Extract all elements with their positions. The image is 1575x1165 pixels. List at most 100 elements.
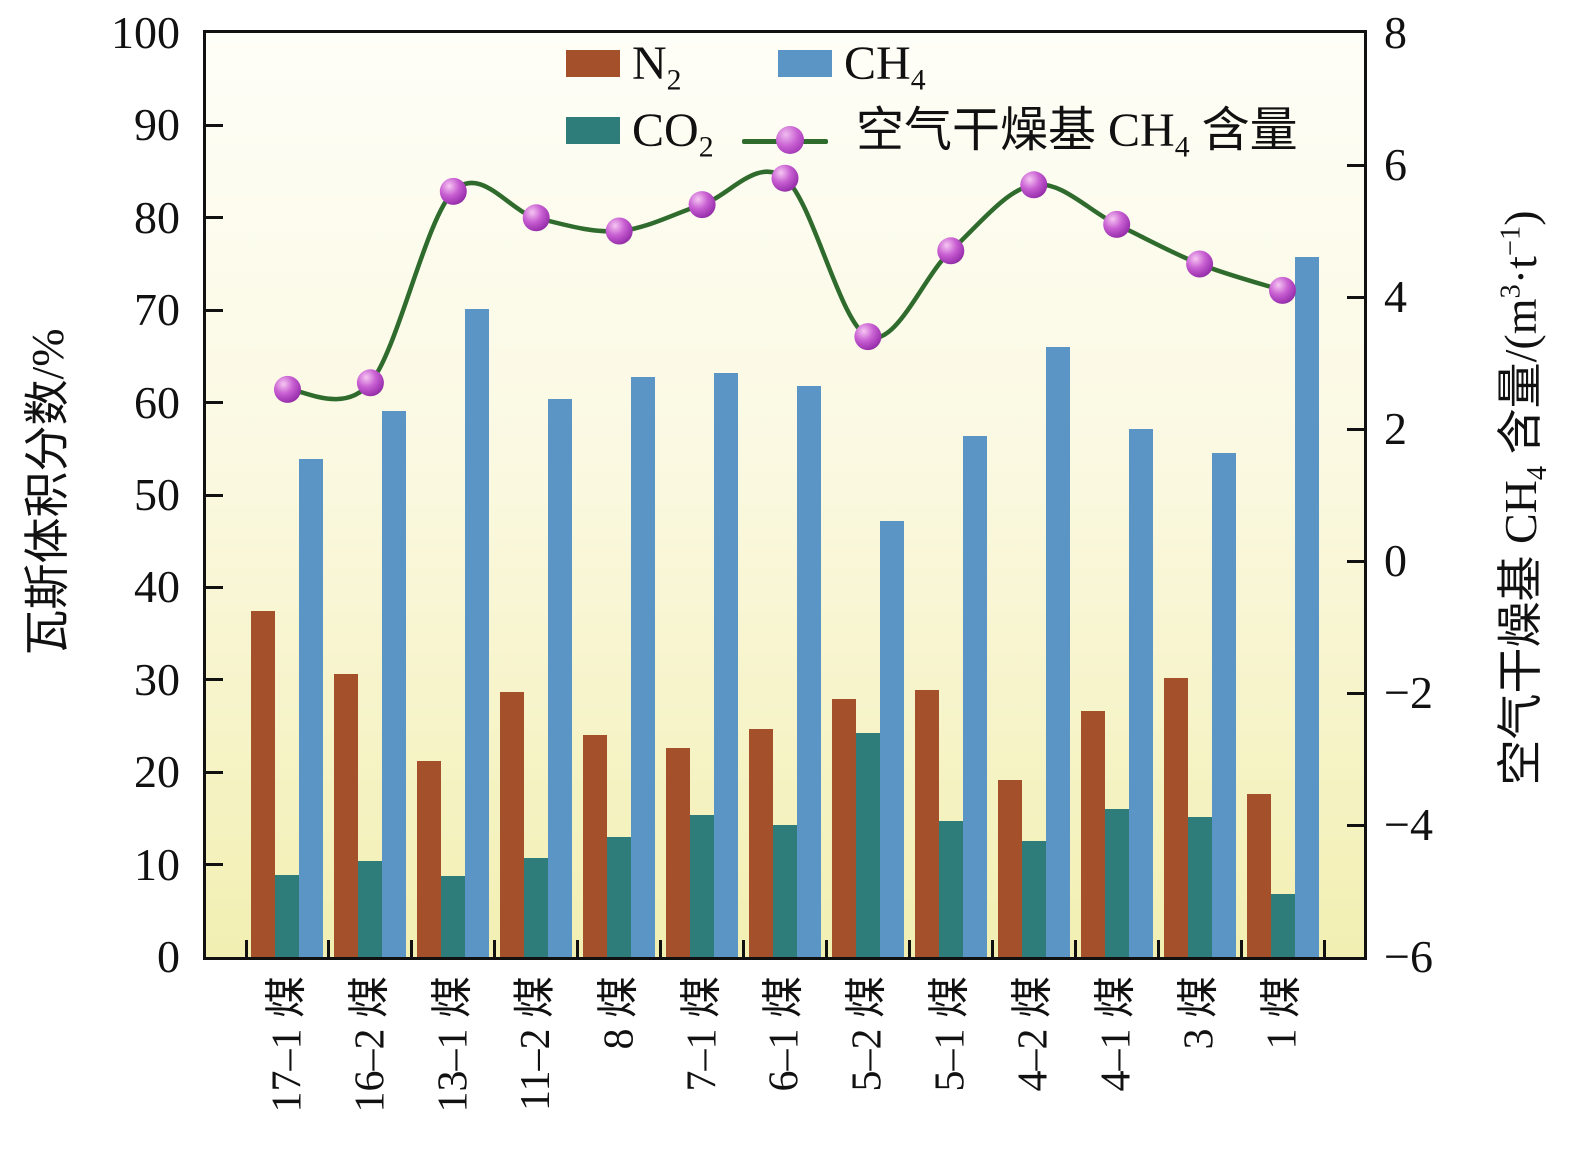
x-tick-mark — [1073, 940, 1077, 957]
right-tick-label-4: 4 — [1384, 271, 1407, 322]
x-tick-mark — [1239, 940, 1243, 957]
x-tick-mark — [244, 940, 248, 957]
bar-n2-5 — [583, 735, 608, 957]
text-segment: 空气干燥基 CH — [856, 104, 1175, 157]
legend-label-co2: CO2 — [632, 103, 714, 176]
right-axis-title: 空气干燥基 CH4 含量/(m3·t−1) — [1484, 210, 1554, 785]
bar-n2-10 — [997, 779, 1022, 957]
legend-label-n2: N2 — [632, 36, 682, 109]
right-tick-label-6: 6 — [1384, 139, 1407, 190]
line-marker-2 — [356, 369, 384, 397]
text-segment: ·t — [1494, 256, 1546, 285]
right-tick-label-−4: −4 — [1384, 799, 1433, 850]
bar-n2-6 — [666, 748, 691, 957]
bar-ch4-11 — [1128, 428, 1153, 957]
x-label-10: 4–2 煤 — [1010, 976, 1057, 1092]
right-tick-label-0: 0 — [1384, 535, 1407, 586]
x-tick-mark — [824, 940, 828, 957]
right-tick-label-−2: −2 — [1384, 667, 1433, 718]
x-label-11: 4–1 煤 — [1093, 976, 1140, 1092]
left-tick-label-100: 100 — [111, 7, 180, 58]
bar-co2-1 — [275, 874, 300, 957]
legend-swatch-ch4 — [778, 50, 832, 77]
text-segment: 3 — [1495, 284, 1527, 299]
line-marker-9 — [937, 237, 965, 265]
right-tick-mark — [1347, 823, 1364, 827]
bar-co2-3 — [441, 875, 466, 957]
right-tick-label-−6: −6 — [1384, 931, 1433, 982]
x-tick-mark — [327, 940, 331, 957]
x-label-1: 17–1 煤 — [264, 976, 311, 1113]
bar-n2-9 — [914, 690, 939, 957]
bar-co2-4 — [524, 858, 549, 957]
legend-label-line: 空气干燥基 CH4 含量 — [856, 103, 1298, 176]
right-tick-mark — [1347, 427, 1364, 431]
bar-co2-10 — [1021, 840, 1046, 957]
x-tick-mark — [493, 940, 497, 957]
bar-n2-11 — [1080, 711, 1105, 957]
left-tick-mark — [206, 493, 223, 497]
x-label-4: 11–2 煤 — [513, 976, 560, 1111]
text-segment: 4 — [1174, 130, 1190, 164]
bar-co2-12 — [1187, 816, 1212, 957]
line-series-path — [287, 169, 1284, 402]
bar-ch4-8 — [879, 520, 904, 957]
text-segment: ) — [1494, 210, 1546, 226]
line-marker-1 — [274, 375, 301, 403]
left-tick-label-90: 90 — [134, 99, 180, 151]
bar-ch4-12 — [1211, 452, 1236, 957]
x-tick-mark — [576, 940, 580, 957]
text-segment: 含量/(m — [1494, 298, 1546, 466]
bar-co2-11 — [1104, 809, 1129, 957]
legend-swatch-n2 — [566, 50, 620, 77]
line-marker-8 — [854, 323, 882, 351]
x-label-3: 13–1 煤 — [430, 976, 477, 1113]
left-tick-mark — [206, 123, 223, 127]
bar-n2-13 — [1246, 793, 1271, 957]
line-marker-4 — [522, 204, 550, 232]
x-tick-mark — [1322, 940, 1326, 957]
legend-label-ch4: CH4 — [844, 36, 926, 109]
left-tick-mark — [206, 401, 223, 405]
left-tick-label-80: 80 — [134, 191, 180, 243]
x-label-12: 3 煤 — [1176, 976, 1223, 1050]
text-segment: CH — [844, 37, 911, 90]
x-tick-mark — [659, 940, 663, 957]
x-label-6: 7–1 煤 — [679, 976, 726, 1092]
x-tick-mark — [742, 940, 746, 957]
line-marker-13 — [1269, 276, 1296, 304]
left-tick-mark — [206, 308, 223, 312]
right-tick-mark — [1347, 691, 1364, 695]
left-tick-label-60: 60 — [134, 376, 180, 428]
bar-ch4-6 — [714, 373, 739, 957]
bar-co2-8 — [855, 733, 880, 957]
left-tick-label-20: 20 — [134, 746, 180, 798]
bar-n2-3 — [417, 761, 442, 957]
bar-ch4-13 — [1294, 256, 1319, 957]
text-segment: 2 — [698, 130, 714, 164]
bar-ch4-1 — [299, 459, 324, 957]
right-tick-mark — [1347, 559, 1364, 563]
bar-n2-8 — [831, 699, 856, 957]
line-marker-11 — [1103, 210, 1131, 238]
bar-ch4-7 — [797, 386, 821, 957]
x-label-9: 5–1 煤 — [927, 976, 974, 1092]
left-tick-mark — [206, 585, 223, 589]
line-marker-6 — [688, 191, 716, 219]
bar-co2-5 — [607, 836, 632, 957]
right-tick-mark — [1347, 295, 1364, 299]
left-tick-mark — [206, 863, 223, 867]
text-segment: CO — [632, 104, 699, 157]
x-label-13: 1 煤 — [1259, 976, 1306, 1050]
bar-co2-6 — [690, 814, 715, 957]
bar-ch4-10 — [1045, 347, 1070, 957]
bar-co2-7 — [773, 824, 797, 957]
bar-co2-9 — [938, 821, 963, 957]
bar-ch4-3 — [465, 309, 490, 957]
x-label-8: 5–2 煤 — [844, 976, 891, 1092]
left-tick-label-50: 50 — [134, 469, 180, 520]
left-tick-label-0: 0 — [157, 931, 180, 982]
text-segment: 2 — [666, 63, 682, 97]
left-tick-label-30: 30 — [134, 653, 180, 705]
